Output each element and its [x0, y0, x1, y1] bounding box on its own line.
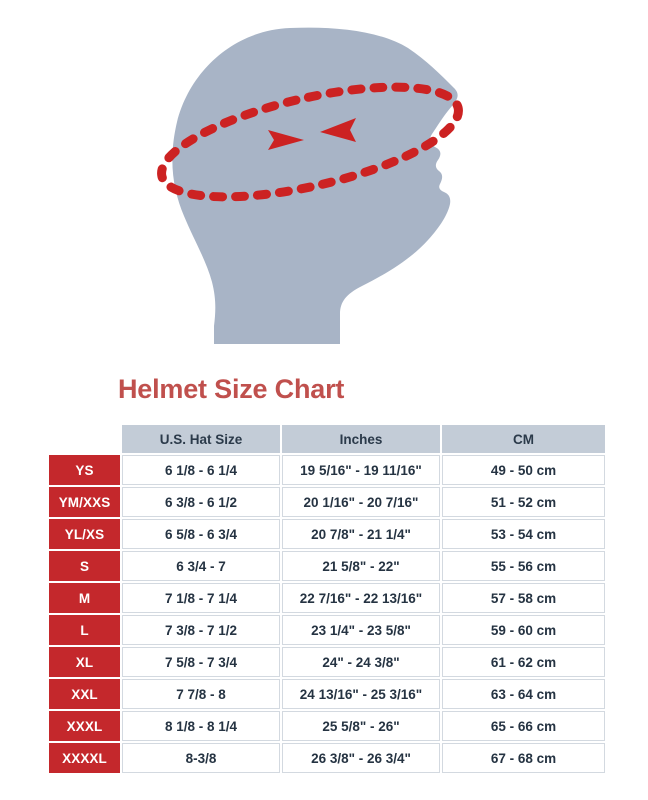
- table-row: L 7 3/8 - 7 1/2 23 1/4" - 23 5/8" 59 - 6…: [49, 615, 605, 645]
- table-row: YL/XS 6 5/8 - 6 3/4 20 7/8" - 21 1/4" 53…: [49, 519, 605, 549]
- table-row: XXL 7 7/8 - 8 24 13/16" - 25 3/16" 63 - …: [49, 679, 605, 709]
- cm-ys: 49 - 50 cm: [442, 455, 605, 485]
- table-row: S 6 3/4 - 7 21 5/8" - 22" 55 - 56 cm: [49, 551, 605, 581]
- arrow-right-icon: [268, 130, 304, 150]
- cm-xxxl: 65 - 66 cm: [442, 711, 605, 741]
- size-label-xl: XL: [49, 647, 120, 677]
- size-label-ys: YS: [49, 455, 120, 485]
- table-row: YS 6 1/8 - 6 1/4 19 5/16" - 19 11/16" 49…: [49, 455, 605, 485]
- inches-yl-xs: 20 7/8" - 21 1/4": [282, 519, 440, 549]
- inches-ys: 19 5/16" - 19 11/16": [282, 455, 440, 485]
- inches-xl: 24" - 24 3/8": [282, 647, 440, 677]
- inches-xxxxl: 26 3/8" - 26 3/4": [282, 743, 440, 773]
- arrow-left-icon: [320, 118, 356, 142]
- hat-size-xl: 7 5/8 - 7 3/4: [122, 647, 280, 677]
- column-header-hat-size: U.S. Hat Size: [122, 425, 280, 453]
- inches-l: 23 1/4" - 23 5/8": [282, 615, 440, 645]
- head-silhouette-shape: [172, 27, 458, 344]
- table-header-row: U.S. Hat Size Inches CM: [49, 425, 605, 453]
- size-label-s: S: [49, 551, 120, 581]
- helmet-size-table: U.S. Hat Size Inches CM YS 6 1/8 - 6 1/4…: [47, 423, 607, 775]
- inches-xxxl: 25 5/8" - 26": [282, 711, 440, 741]
- hat-size-xxxl: 8 1/8 - 8 1/4: [122, 711, 280, 741]
- cm-m: 57 - 58 cm: [442, 583, 605, 613]
- table-row: XXXL 8 1/8 - 8 1/4 25 5/8" - 26" 65 - 66…: [49, 711, 605, 741]
- hat-size-ys: 6 1/8 - 6 1/4: [122, 455, 280, 485]
- size-label-xxxxl: XXXXL: [49, 743, 120, 773]
- cm-xxxxl: 67 - 68 cm: [442, 743, 605, 773]
- inches-m: 22 7/16" - 22 13/16": [282, 583, 440, 613]
- hat-size-yl-xs: 6 5/8 - 6 3/4: [122, 519, 280, 549]
- cm-s: 55 - 56 cm: [442, 551, 605, 581]
- head-profile-svg: [157, 27, 463, 344]
- cm-xxl: 63 - 64 cm: [442, 679, 605, 709]
- helmet-size-chart-section: Helmet Size Chart U.S. Hat Size Inches C…: [0, 372, 648, 773]
- chart-title: Helmet Size Chart: [118, 374, 345, 404]
- cm-ym-xxs: 51 - 52 cm: [442, 487, 605, 517]
- table-corner-cell: [49, 425, 120, 453]
- size-label-m: M: [49, 583, 120, 613]
- column-header-inches: Inches: [282, 425, 440, 453]
- hat-size-s: 6 3/4 - 7: [122, 551, 280, 581]
- hat-size-m: 7 1/8 - 7 1/4: [122, 583, 280, 613]
- hat-size-ym-xxs: 6 3/8 - 6 1/2: [122, 487, 280, 517]
- hat-size-l: 7 3/8 - 7 1/2: [122, 615, 280, 645]
- head-measurement-illustration: [0, 0, 648, 372]
- hat-size-xxxxl: 8-3/8: [122, 743, 280, 773]
- measuring-tape-ellipse: [157, 82, 463, 202]
- size-label-xxl: XXL: [49, 679, 120, 709]
- size-label-xxxl: XXXL: [49, 711, 120, 741]
- size-label-l: L: [49, 615, 120, 645]
- cm-l: 59 - 60 cm: [442, 615, 605, 645]
- inches-xxl: 24 13/16" - 25 3/16": [282, 679, 440, 709]
- inches-s: 21 5/8" - 22": [282, 551, 440, 581]
- table-row: XXXXL 8-3/8 26 3/8" - 26 3/4" 67 - 68 cm: [49, 743, 605, 773]
- inches-ym-xxs: 20 1/16" - 20 7/16": [282, 487, 440, 517]
- size-label-ym-xxs: YM/XXS: [49, 487, 120, 517]
- size-label-yl-xs: YL/XS: [49, 519, 120, 549]
- cm-yl-xs: 53 - 54 cm: [442, 519, 605, 549]
- table-row: YM/XXS 6 3/8 - 6 1/2 20 1/16" - 20 7/16"…: [49, 487, 605, 517]
- table-row: XL 7 5/8 - 7 3/4 24" - 24 3/8" 61 - 62 c…: [49, 647, 605, 677]
- cm-xl: 61 - 62 cm: [442, 647, 605, 677]
- table-row: M 7 1/8 - 7 1/4 22 7/16" - 22 13/16" 57 …: [49, 583, 605, 613]
- column-header-cm: CM: [442, 425, 605, 453]
- hat-size-xxl: 7 7/8 - 8: [122, 679, 280, 709]
